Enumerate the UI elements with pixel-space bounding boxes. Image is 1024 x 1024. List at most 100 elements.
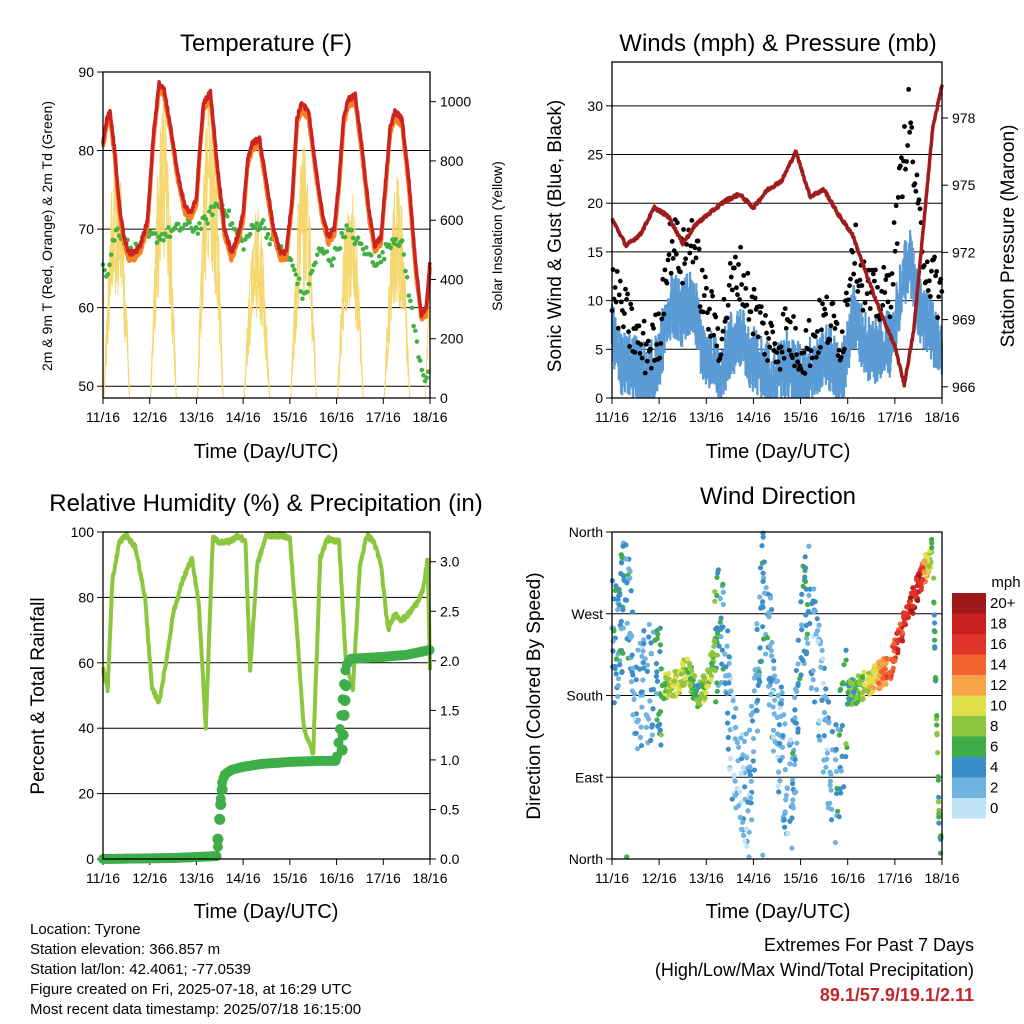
gust-point — [926, 278, 932, 284]
direction-point — [824, 750, 830, 756]
gust-point — [766, 336, 772, 341]
direction-point — [748, 703, 755, 709]
gust-point — [806, 317, 812, 323]
gust-point — [613, 299, 619, 305]
dewpoint-point — [409, 305, 415, 311]
x-tick-label: 15/16 — [272, 409, 307, 425]
direction-point — [784, 785, 790, 791]
direction-point — [695, 700, 702, 707]
direction-point — [861, 682, 867, 688]
gust-point — [777, 366, 783, 372]
gust-point — [853, 222, 859, 228]
direction-point — [724, 720, 731, 726]
dewpoint-point — [206, 209, 212, 214]
x-tick-label: 17/16 — [366, 870, 401, 886]
direction-point — [753, 707, 759, 713]
gust-point — [703, 285, 709, 291]
gust-point — [721, 296, 727, 302]
direction-point — [643, 712, 649, 718]
gust-point — [787, 319, 793, 325]
dewpoint-point — [172, 225, 178, 230]
direction-point — [865, 688, 871, 694]
direction-point — [688, 668, 695, 674]
direction-point — [726, 766, 733, 772]
gust-point — [883, 277, 889, 283]
gust-point — [623, 286, 628, 292]
gust-point — [745, 270, 751, 276]
direction-point — [812, 599, 818, 605]
direction-point — [841, 662, 847, 668]
direction-point — [623, 597, 630, 603]
direction-point — [760, 604, 766, 610]
gust-point — [770, 329, 776, 335]
legend-label: 10 — [990, 698, 1007, 715]
gust-point — [637, 351, 643, 356]
gust-point — [689, 218, 695, 223]
direction-point — [895, 647, 901, 653]
direction-point — [772, 739, 778, 745]
direction-point — [743, 731, 749, 737]
direction-point — [803, 586, 809, 592]
dewpoint-point — [359, 241, 364, 247]
winds-ylabel: Sonic Wind & Gust (Blue, Black) — [545, 100, 566, 372]
x-tick-label: 16/16 — [319, 870, 354, 886]
direction-point — [765, 683, 772, 689]
precip-point — [338, 709, 350, 721]
dewpoint-point — [403, 268, 408, 274]
gust-point — [719, 336, 725, 342]
precip-point — [212, 833, 224, 845]
rh-line — [101, 530, 432, 756]
dewpoint-point — [264, 235, 269, 240]
direction-point — [798, 655, 804, 661]
direction-point — [613, 671, 619, 677]
precip-point — [336, 744, 348, 756]
gust-point — [696, 246, 702, 252]
gust-point — [841, 346, 847, 352]
x-tick-label: 11/16 — [595, 409, 629, 425]
direction-point — [726, 654, 732, 660]
direction-point — [790, 750, 796, 756]
gust-point — [890, 281, 896, 287]
direction-point — [771, 697, 778, 703]
gust-point — [781, 355, 787, 361]
direction-point — [780, 733, 786, 739]
direction-point — [783, 797, 789, 803]
direction-point — [928, 536, 935, 543]
x-tick-label: 17/16 — [877, 870, 912, 886]
direction-point — [781, 824, 788, 830]
dewpoint-point — [241, 247, 246, 252]
direction-point — [640, 677, 646, 683]
gust-point — [820, 301, 825, 307]
direction-point — [745, 808, 751, 814]
gust-point — [822, 306, 828, 312]
x-tick-label: 17/16 — [366, 409, 401, 425]
y-tick-label: 5 — [595, 341, 603, 357]
gust-point — [665, 257, 671, 263]
direction-point — [802, 565, 809, 571]
direction-point — [890, 665, 896, 671]
direction-point — [715, 567, 721, 573]
dewpoint-point — [393, 237, 398, 242]
direction-point — [820, 769, 826, 775]
direction-point — [789, 802, 796, 808]
direction-point — [805, 640, 811, 646]
gust-point — [728, 274, 734, 280]
gust-point — [702, 274, 708, 280]
dewpoint-point — [314, 252, 320, 258]
gust-point — [661, 311, 667, 317]
dewpoint-point — [296, 276, 302, 282]
gust-point — [864, 291, 870, 297]
y-tick-label: 15 — [587, 244, 603, 260]
direction-point — [633, 730, 639, 736]
direction-point — [644, 668, 651, 674]
gust-point — [933, 273, 938, 279]
direction-point — [684, 656, 690, 662]
dewpoint-point — [388, 245, 394, 251]
legend-swatch — [952, 675, 986, 696]
direction-point — [655, 631, 661, 637]
x-tick-label: 13/16 — [689, 870, 724, 886]
direction-point — [686, 660, 693, 667]
direction-point — [746, 768, 753, 774]
y-tick-label: 10 — [587, 293, 603, 309]
gust-point — [729, 287, 735, 293]
